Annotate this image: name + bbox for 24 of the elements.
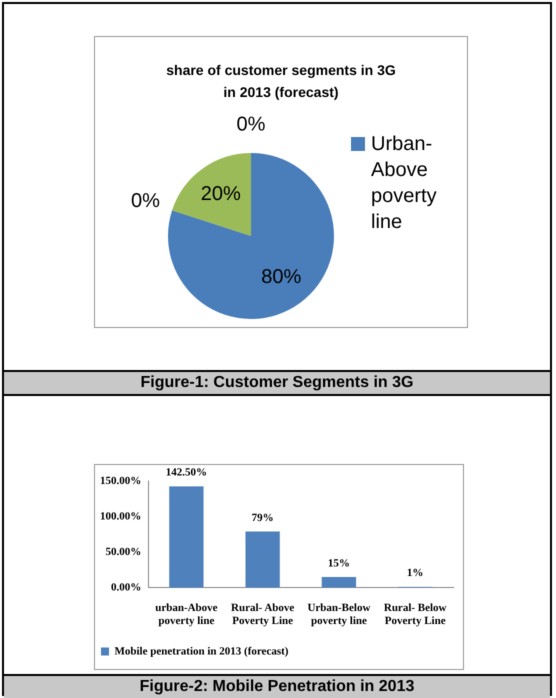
x-tick-label: Urban-Below poverty line (307, 602, 370, 628)
bar (322, 576, 356, 588)
bar (245, 531, 280, 588)
y-tick-label: 150.00% (100, 474, 142, 487)
data-label: 142.50% (166, 466, 208, 479)
x-tick-label: Rural- Above Poverty Line (231, 602, 294, 628)
data-label: 80% (261, 266, 302, 288)
data-label: 79% (252, 512, 274, 524)
chart-title: share of customer segments in 3G in 2013 (forecast) (165, 61, 397, 102)
y-tick-label: 100.00% (100, 510, 142, 522)
text: 0% (236, 114, 266, 136)
x-tick-label: urban-Above poverty line (155, 602, 218, 628)
data-label: 1% (406, 567, 424, 580)
data-label: 20% (200, 182, 241, 205)
legend-label: Urban-Above poverty line (371, 133, 437, 233)
y-tick-label: 0.00% (111, 581, 142, 594)
bar (169, 486, 204, 588)
data-label: 15% (328, 557, 350, 570)
x-tick-label: Rural- Below Poverty Line (384, 602, 447, 628)
text: 0% (130, 190, 160, 212)
legend-label: Mobile penetration in 2013 (forecast) (114, 645, 289, 658)
y-tick-label: 50.00% (106, 546, 142, 558)
text: Figure-2: Mobile Penetration in 2013 (4, 674, 550, 698)
text: Figure-1: Customer Segments in 3G (4, 370, 550, 396)
